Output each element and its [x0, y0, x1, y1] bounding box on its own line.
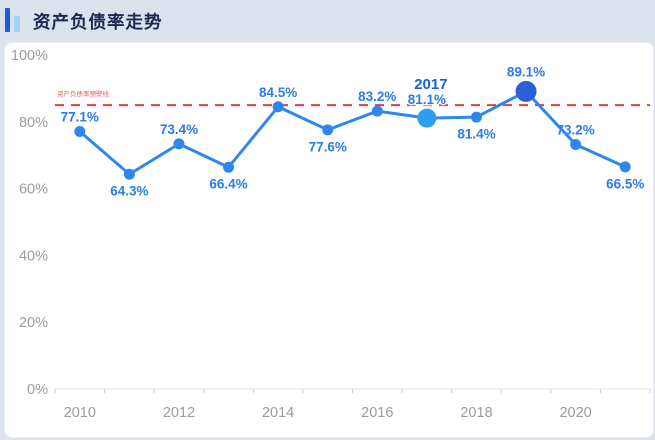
- x-axis-label: 2014: [262, 405, 294, 421]
- data-point-2010[interactable]: [74, 125, 86, 137]
- trend-line: [78, 89, 627, 176]
- year-label-2017: 2017: [414, 76, 447, 93]
- x-axis-label: 2010: [64, 405, 96, 421]
- data-label-2012: 73.4%: [160, 122, 198, 137]
- x-axis-label: 2016: [361, 405, 393, 421]
- y-axis-label: 100%: [11, 48, 48, 64]
- data-point-2015[interactable]: [322, 124, 334, 136]
- data-label-2015: 77.6%: [309, 139, 347, 154]
- bar-chart-icon: [5, 7, 27, 33]
- y-axis-label: 20%: [19, 315, 48, 331]
- data-point-2017[interactable]: [417, 108, 437, 128]
- panel-title: 资产负债率走势: [33, 11, 163, 32]
- data-point-2012[interactable]: [173, 138, 185, 150]
- data-point-2013[interactable]: [223, 161, 235, 173]
- data-label-2019: 89.1%: [507, 64, 545, 79]
- data-label-2018: 81.4%: [457, 127, 495, 142]
- x-axis-label: 2020: [559, 405, 591, 421]
- warning-line-label: 资产负债率预警线: [57, 89, 110, 98]
- bar-chart-icon-light-bar: [13, 16, 20, 32]
- data-point-2020[interactable]: [570, 139, 582, 151]
- data-label-2014: 84.5%: [259, 85, 297, 100]
- data-label-2011: 64.3%: [110, 184, 148, 199]
- x-axis-label: 2018: [460, 405, 492, 421]
- y-axis-label: 0%: [27, 382, 48, 398]
- data-point-2021[interactable]: [619, 161, 631, 173]
- data-point-2011[interactable]: [123, 168, 135, 180]
- panel-header: 资产负债率走势: [0, 0, 655, 42]
- data-point-2014[interactable]: [272, 101, 284, 113]
- data-point-2016[interactable]: [371, 105, 383, 117]
- y-axis-label: 60%: [19, 182, 48, 198]
- data-label-2013: 66.4%: [209, 177, 247, 192]
- data-point-2019[interactable]: [515, 80, 537, 102]
- data-point-2018[interactable]: [470, 111, 482, 123]
- x-axis-label: 2012: [163, 405, 195, 421]
- data-label-2017: 81.1%: [408, 92, 446, 107]
- data-label-2021: 66.5%: [606, 176, 644, 191]
- line-chart: 100% 80% 60% 40% 20% 0% 2010 2012 2014 2016 2018 20…: [11, 48, 651, 421]
- data-label-2010: 77.1%: [61, 109, 99, 124]
- bar-chart-icon-dark-bar: [5, 8, 10, 32]
- data-label-2016: 83.2%: [358, 89, 396, 104]
- y-axis-label: 40%: [19, 248, 48, 264]
- chart-card: [4, 42, 654, 438]
- y-axis-label: 80%: [19, 115, 48, 131]
